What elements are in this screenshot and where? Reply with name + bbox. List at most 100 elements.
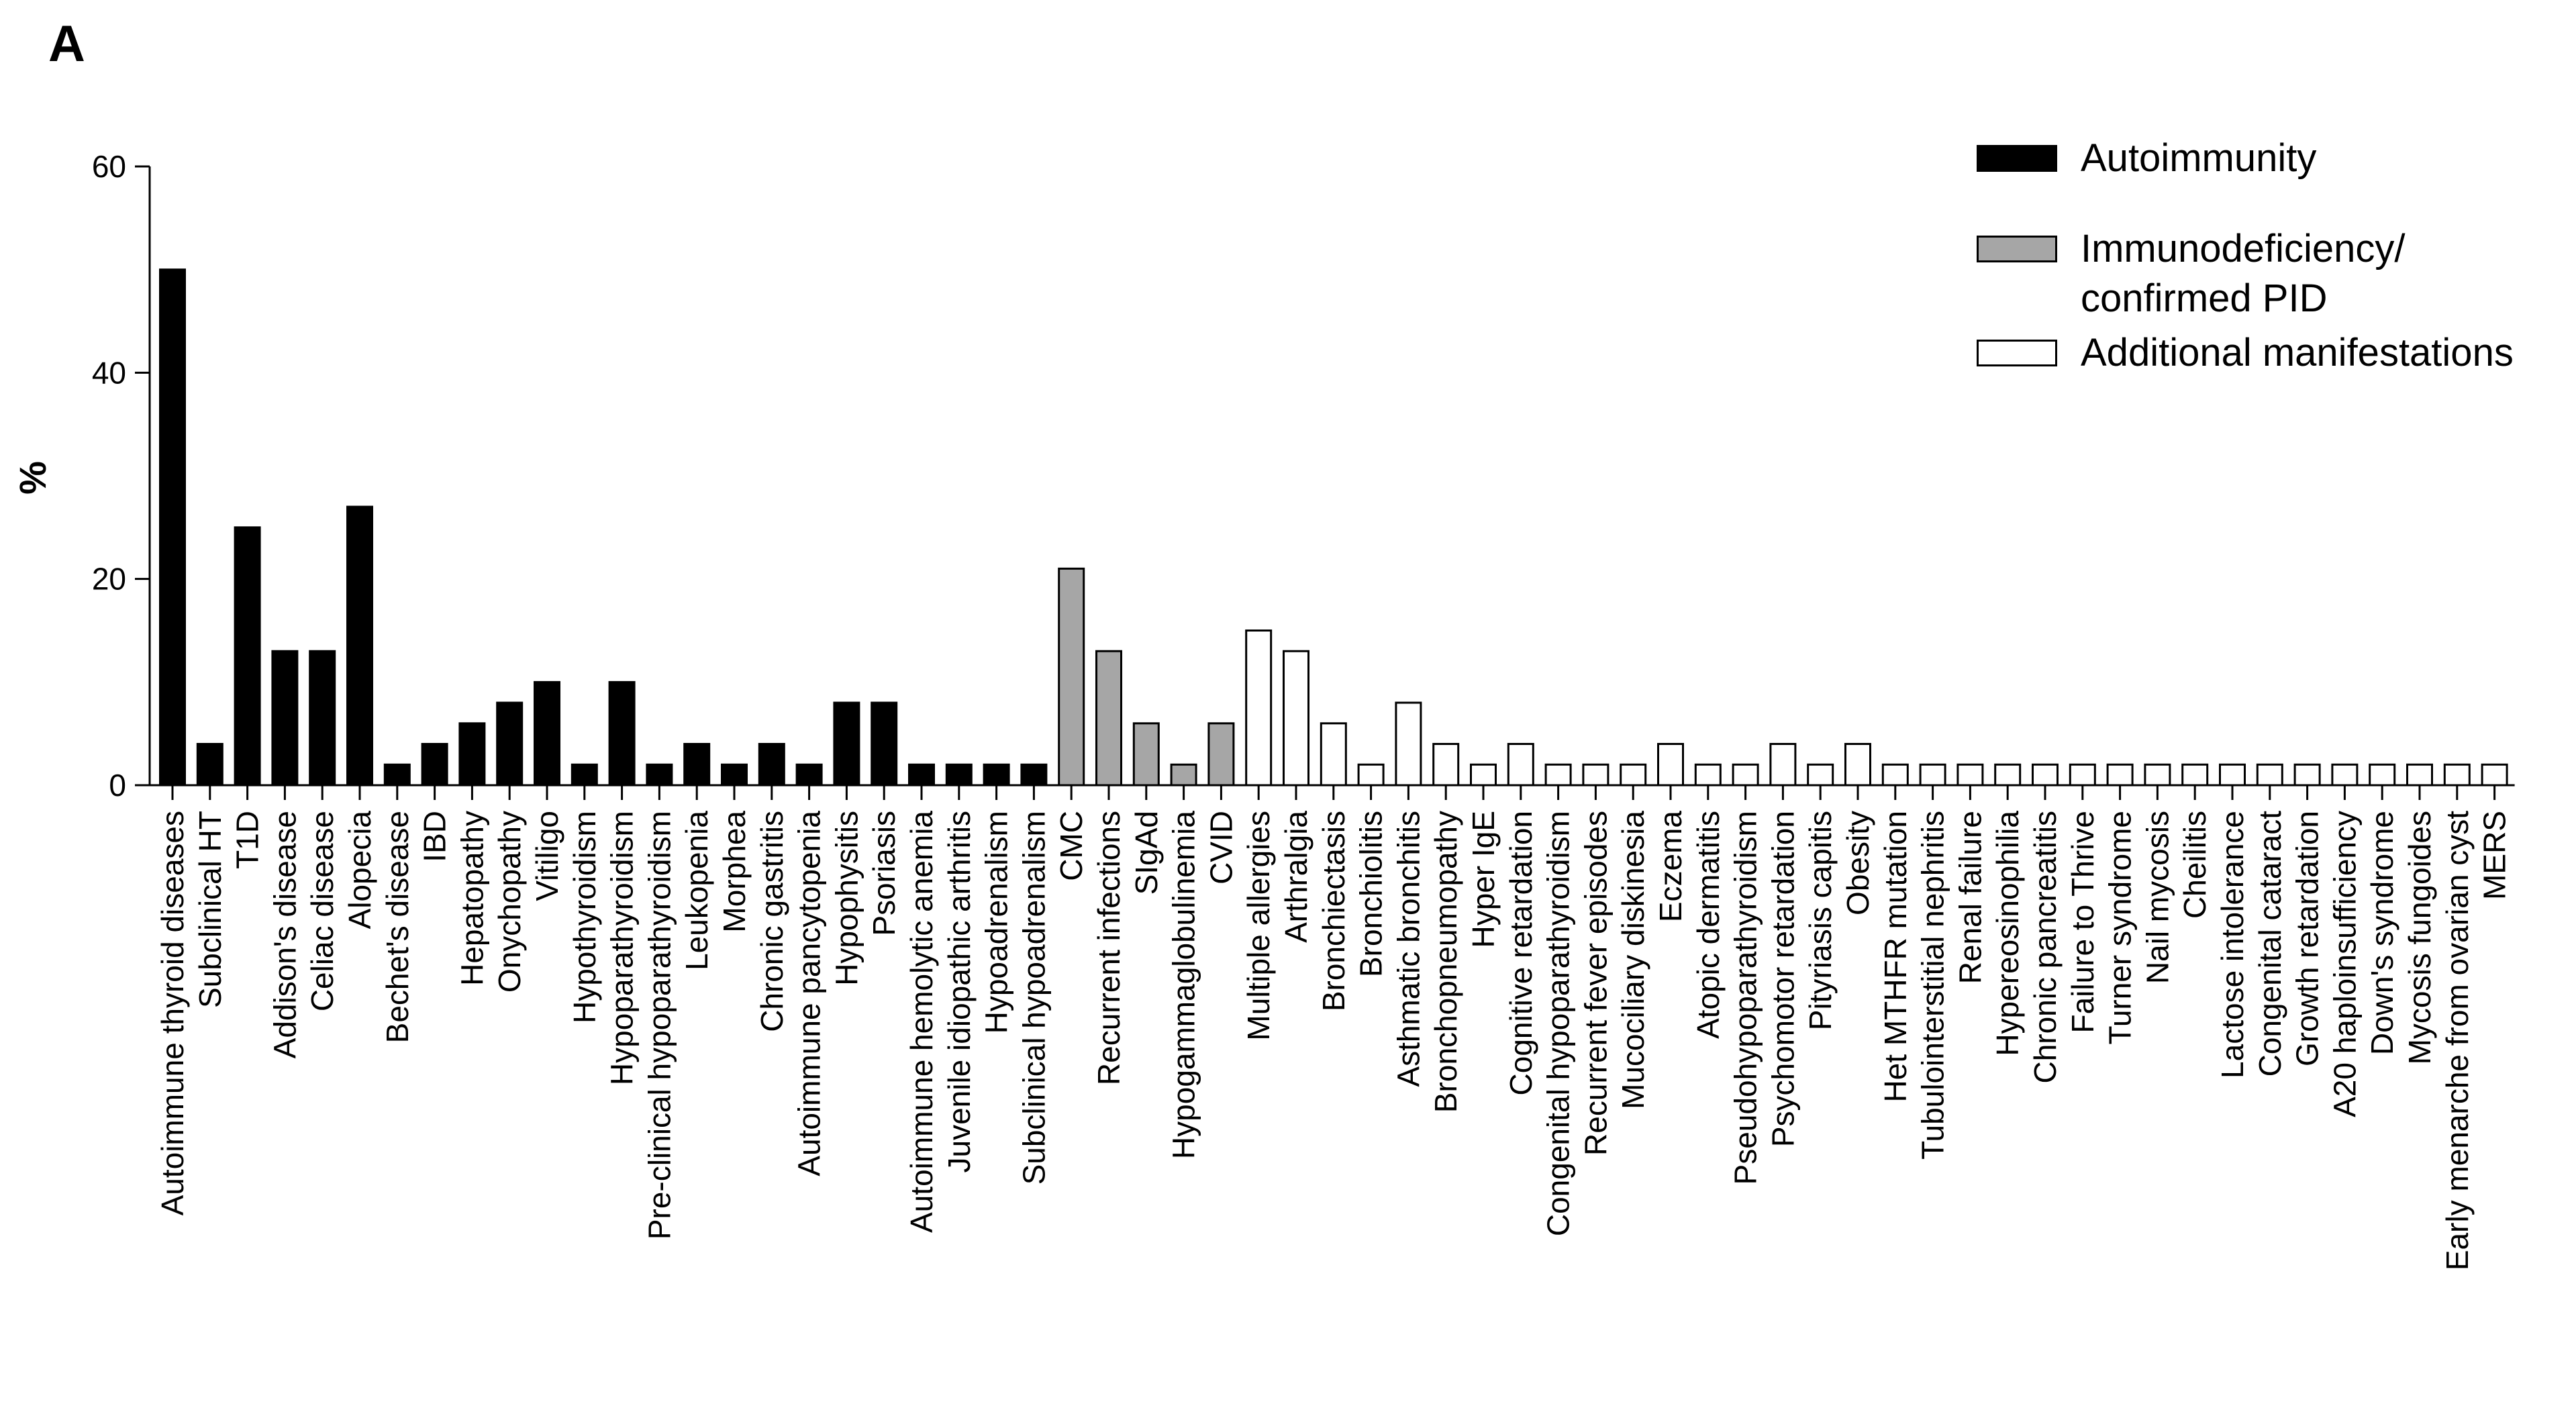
bar bbox=[608, 681, 636, 787]
bar bbox=[1507, 743, 1534, 787]
y-tick-label: 0 bbox=[109, 768, 126, 803]
x-category-label: Autoimmune pancytopenia bbox=[792, 811, 827, 1176]
x-category-label: Recurrent fever episodes bbox=[1578, 811, 1613, 1156]
bar bbox=[1844, 743, 1871, 787]
x-category-label: Pre-clinical hypoparathyroidism bbox=[642, 811, 677, 1240]
bar bbox=[458, 722, 486, 787]
x-category-label: Het MTHFR mutation bbox=[1878, 811, 1913, 1103]
x-category-label: Bronchiectasis bbox=[1316, 811, 1351, 1011]
bar bbox=[496, 701, 524, 787]
x-category-label: Mycosis fungoides bbox=[2402, 811, 2437, 1064]
x-category-label: Atopic dermatitis bbox=[1691, 811, 1726, 1039]
bar bbox=[1320, 722, 1347, 787]
bar bbox=[2369, 763, 2396, 787]
x-category-label: Vitiligo bbox=[530, 811, 564, 901]
x-category-label: Autoimmune hemolytic anemia bbox=[904, 811, 939, 1233]
bar bbox=[2481, 763, 2508, 787]
x-category-label: Mucociliary diskinesia bbox=[1616, 811, 1650, 1109]
bar bbox=[1283, 650, 1309, 787]
bar bbox=[1994, 763, 2022, 787]
x-category-label: Bronchopneumopathy bbox=[1428, 811, 1463, 1113]
x-category-label: Cognitive retardation bbox=[1503, 811, 1538, 1095]
legend-swatch-immunodeficiency bbox=[1977, 236, 2057, 262]
x-category-label: Chronic pancreatitis bbox=[2028, 811, 2063, 1084]
bar bbox=[1657, 743, 1684, 787]
bar bbox=[2032, 763, 2059, 787]
bar bbox=[1170, 763, 1197, 787]
bar bbox=[1207, 722, 1235, 787]
bar bbox=[1058, 567, 1085, 787]
bar bbox=[309, 650, 336, 787]
x-category-label: Hypogammaglobulinemia bbox=[1167, 811, 1201, 1159]
x-category-label: Obesity bbox=[1840, 811, 1875, 915]
bar bbox=[2406, 763, 2433, 787]
bar bbox=[383, 763, 411, 787]
x-category-label: Hypophysitis bbox=[829, 811, 864, 986]
bar bbox=[1095, 650, 1122, 787]
x-category-label: CMC bbox=[1054, 811, 1089, 881]
x-category-label: Alopecia bbox=[342, 811, 377, 929]
bar bbox=[2069, 763, 2096, 787]
bar bbox=[1395, 701, 1422, 787]
x-category-label: Tubulointerstitial nephritis bbox=[1916, 811, 1950, 1160]
x-category-label: IBD bbox=[417, 811, 452, 862]
x-category-label: Addison's disease bbox=[267, 811, 302, 1058]
x-category-label: Subclinical HT bbox=[193, 811, 228, 1008]
bar bbox=[1432, 743, 1460, 787]
legend-item-autoimmunity: Autoimmunity bbox=[1977, 134, 2567, 198]
bar bbox=[346, 505, 373, 787]
bar bbox=[1582, 763, 1609, 787]
x-category-label: Subclinical hypoadrenalism bbox=[1016, 811, 1051, 1185]
x-category-label: Cheilitis bbox=[2177, 811, 2212, 919]
y-tick-label: 20 bbox=[92, 562, 126, 597]
bar bbox=[795, 763, 823, 787]
bar bbox=[1694, 763, 1722, 787]
bar bbox=[1732, 763, 1759, 787]
x-category-label: Congenital cataract bbox=[2252, 811, 2287, 1077]
bar bbox=[2293, 763, 2321, 787]
x-category-label: Renal failure bbox=[1952, 811, 1987, 984]
bar bbox=[945, 763, 973, 787]
x-category-label: Nail mycosis bbox=[2140, 811, 2175, 984]
x-category-label: Onychopathy bbox=[492, 811, 527, 993]
bar bbox=[908, 763, 935, 787]
bar bbox=[1470, 763, 1497, 787]
x-category-label: Morphea bbox=[717, 811, 752, 933]
legend-item-immunodeficiency: Immunodeficiency/ confirmed PID bbox=[1977, 225, 2567, 329]
bar bbox=[1769, 743, 1797, 787]
x-category-label: Multiple allergies bbox=[1241, 811, 1276, 1041]
legend-label-immunodeficiency-line1: Immunodeficiency/ bbox=[2081, 227, 2406, 270]
bar bbox=[421, 743, 448, 787]
x-category-label: Growth retardation bbox=[2290, 811, 2325, 1066]
bar bbox=[1807, 763, 1834, 787]
x-category-label: Chronic gastritis bbox=[754, 811, 789, 1032]
bar bbox=[1245, 630, 1273, 787]
x-category-label: Hepatopathy bbox=[454, 811, 489, 986]
legend-label-immunodeficiency-line2: confirmed PID bbox=[2081, 276, 2328, 320]
x-category-label: Leukopenia bbox=[679, 811, 714, 970]
x-category-label: Pityriasis capitis bbox=[1803, 811, 1838, 1030]
bar bbox=[196, 743, 224, 787]
bar bbox=[159, 268, 186, 787]
legend-swatch-additional bbox=[1977, 340, 2057, 366]
legend-label-additional: Additional manifestations bbox=[2081, 331, 2514, 374]
x-category-label: Pseudohypoparathyroidism bbox=[1728, 811, 1763, 1185]
bar bbox=[534, 681, 560, 787]
x-category-label: Recurrent infections bbox=[1091, 811, 1126, 1085]
x-category-label: Hypereosinophilia bbox=[1990, 811, 2025, 1056]
bar bbox=[1020, 763, 1048, 787]
bar bbox=[571, 763, 598, 787]
panel-label: A bbox=[48, 15, 85, 72]
x-category-label: MERS bbox=[2477, 811, 2512, 900]
x-category-label: Failure to Thrive bbox=[2065, 811, 2100, 1034]
x-category-label: Congenital hypoparathyroidism bbox=[1541, 811, 1576, 1236]
x-category-label: Autoimmune thyroid diseases bbox=[155, 811, 190, 1215]
legend-label-autoimmunity: Autoimmunity bbox=[2081, 136, 2317, 180]
bar bbox=[1881, 763, 1909, 787]
bar bbox=[234, 526, 261, 787]
bar bbox=[721, 763, 748, 787]
x-category-label: Hypoparathyroidism bbox=[605, 811, 640, 1085]
bar bbox=[833, 701, 860, 787]
x-category-label: Celiac disease bbox=[305, 811, 340, 1011]
